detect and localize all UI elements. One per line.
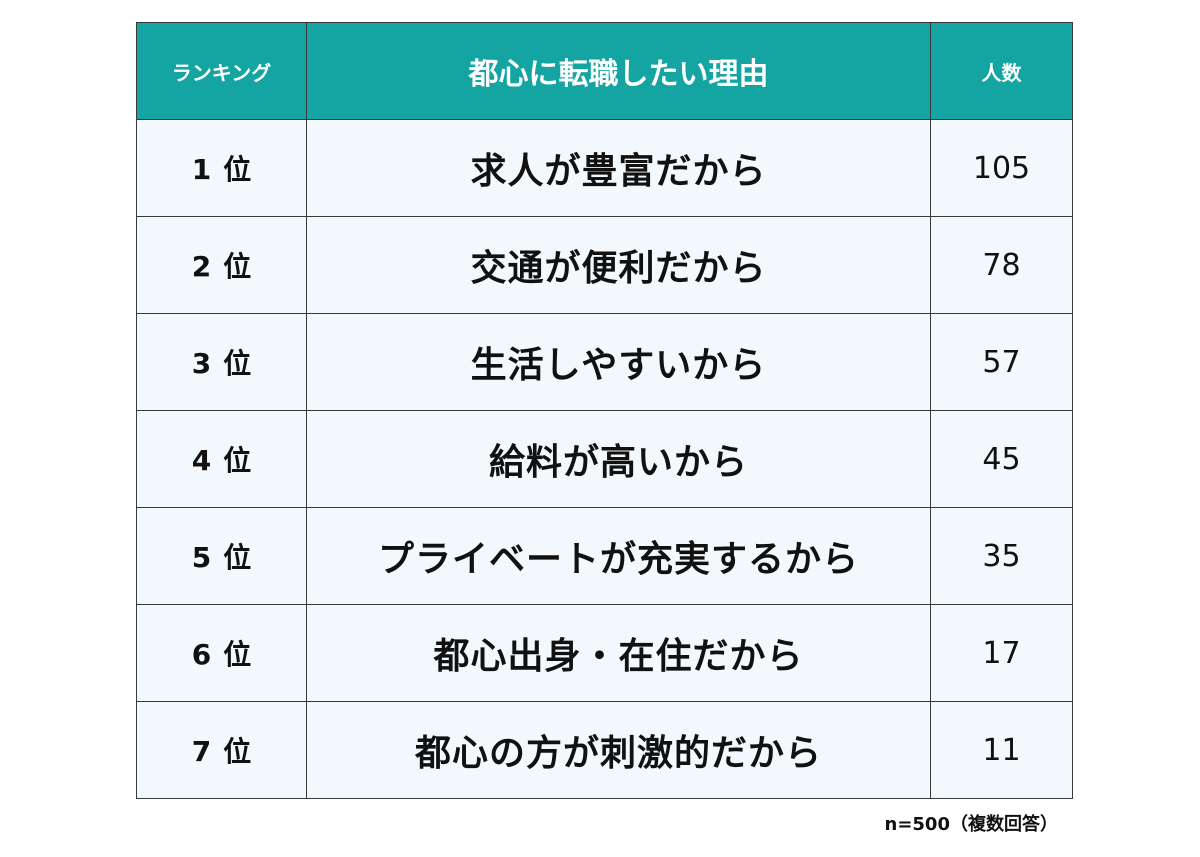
rank-number: 1 [191, 153, 212, 186]
reason-cell: プライベートが充実するから [306, 507, 931, 605]
reason-cell: 交通が便利だから [306, 216, 931, 314]
header-count: 人数 [930, 22, 1073, 120]
count-cell: 17 [930, 604, 1073, 702]
header-reason: 都心に転職したい理由 [306, 22, 931, 120]
count-cell: 57 [930, 313, 1073, 411]
rank-number: 4 [191, 444, 212, 477]
reason-cell: 給料が高いから [306, 410, 931, 508]
reason-cell: 求人が豊富だから [306, 119, 931, 217]
reason-cell: 都心出身・在住だから [306, 604, 931, 702]
rank-suffix: 位 [223, 347, 252, 380]
rank-suffix: 位 [223, 250, 252, 283]
rank-suffix: 位 [223, 153, 252, 186]
rank-suffix: 位 [223, 638, 252, 671]
rank-number: 7 [191, 735, 212, 768]
header-rank: ランキング [136, 22, 307, 120]
count-cell: 45 [930, 410, 1073, 508]
count-cell: 105 [930, 119, 1073, 217]
header-row: ランキング 都心に転職したい理由 人数 [136, 22, 1073, 120]
count-cell: 78 [930, 216, 1073, 314]
table-header: ランキング 都心に転職したい理由 人数 [136, 22, 1073, 120]
count-cell: 35 [930, 507, 1073, 605]
rank-suffix: 位 [223, 444, 252, 477]
rank-suffix: 位 [223, 541, 252, 574]
rank-suffix: 位 [223, 735, 252, 768]
rank-number: 2 [191, 250, 212, 283]
reason-cell: 都心の方が刺激的だから [306, 701, 931, 799]
count-cell: 11 [930, 701, 1073, 799]
rank-number: 3 [191, 347, 212, 380]
rank-number: 6 [191, 638, 212, 671]
rank-number: 5 [191, 541, 212, 574]
reason-cell: 生活しやすいから [306, 313, 931, 411]
sample-size-note: n=500（複数回答） [884, 814, 1058, 835]
